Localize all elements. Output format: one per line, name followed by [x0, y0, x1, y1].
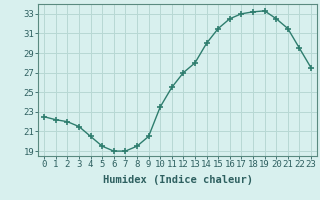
X-axis label: Humidex (Indice chaleur): Humidex (Indice chaleur) [103, 175, 252, 185]
